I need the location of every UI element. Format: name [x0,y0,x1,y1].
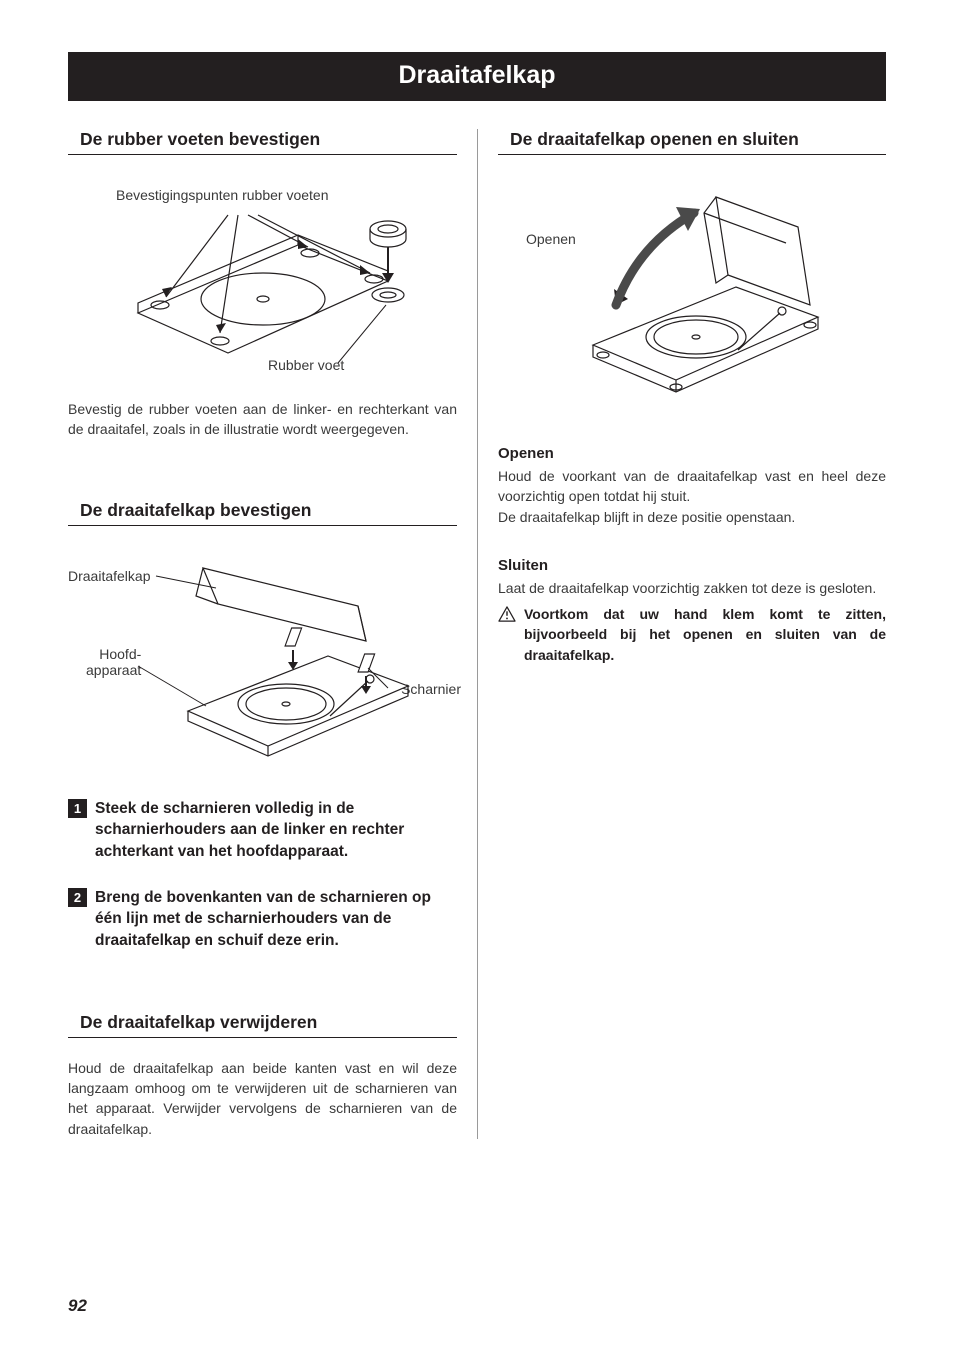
diagram-attach-cover: Draaitafelkap Hoofd-apparaat Scharnier [68,546,457,786]
warning-icon [498,606,516,622]
body-open-1: Houd de voorkant van de draaitafelkap va… [498,466,886,507]
step-number-1: 1 [68,799,87,818]
body-open-2: De draaitafelkap blijft in deze positie … [498,507,886,527]
body-rubber-feet: Bevestig de rubber voeten aan de linker-… [68,399,457,440]
caption-rubber-foot: Rubber voet [268,357,344,373]
left-column: De rubber voeten bevestigen Bevestigings… [68,129,477,1139]
page-number: 92 [68,1296,87,1316]
step-2: 2 Breng de bovenkanten van de scharniere… [68,887,457,952]
subheading-open: Openen [498,445,886,462]
subheading-close: Sluiten [498,557,886,574]
warning-row: Voortkom dat uw hand klem komt te zitten… [498,604,886,665]
warning-text: Voortkom dat uw hand klem komt te zitten… [524,604,886,665]
body-remove-cover: Houd de draaitafelkap aan beide kanten v… [68,1058,457,1139]
heading-attach-cover: De draaitafelkap bevestigen [68,500,457,526]
heading-open-close: De draaitafelkap openen en sluiten [498,129,886,155]
step-1-text: Steek de scharnieren volledig in de scha… [95,798,457,863]
heading-remove-cover: De draaitafelkap verwijderen [68,1012,457,1038]
page-title: Draaitafelkap [398,61,555,89]
step-number-2: 2 [68,888,87,907]
two-column-layout: De rubber voeten bevestigen Bevestigings… [68,129,886,1139]
step-1: 1 Steek de scharnieren volledig in de sc… [68,798,457,863]
step-2-text: Breng de bovenkanten van de scharnieren … [95,887,457,952]
diagram-open-close: Openen [498,175,886,425]
page-title-bar: Draaitafelkap [68,52,886,101]
heading-rubber-feet: De rubber voeten bevestigen [68,129,457,155]
body-close: Laat de draaitafelkap voorzichtig zakken… [498,578,886,598]
right-column: De draaitafelkap openen en sluiten Opene… [477,129,886,1139]
diagram-rubber-feet: Bevestigingspunten rubber voeten [68,175,457,395]
